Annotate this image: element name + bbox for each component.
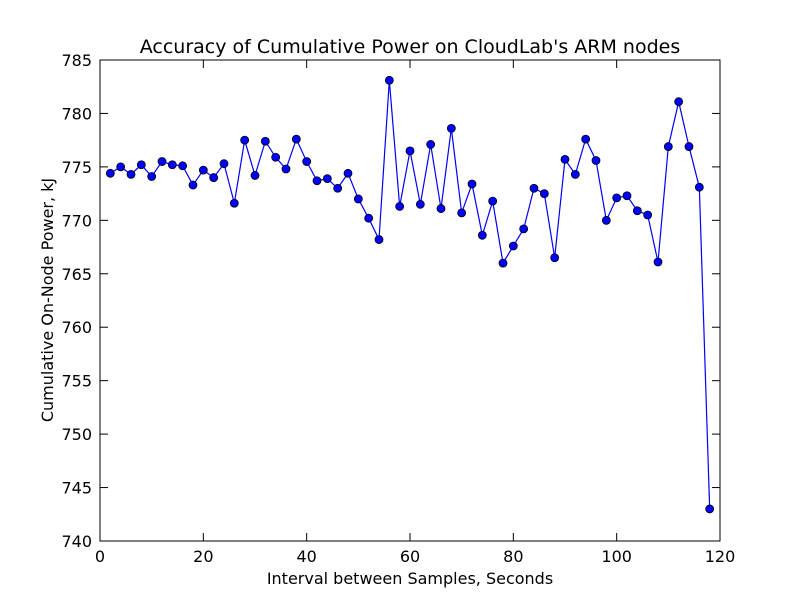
data-point — [467, 179, 477, 189]
chart-title: Accuracy of Cumulative Power on CloudLab… — [140, 36, 680, 58]
y-tick-label: 760 — [61, 318, 92, 337]
y-axis-label: Cumulative On-Node Power, kJ — [38, 178, 57, 422]
x-tick-label: 60 — [400, 547, 420, 566]
data-point — [105, 168, 115, 178]
data-point — [581, 134, 591, 144]
x-tick-label: 40 — [296, 547, 316, 566]
x-tick-label: 120 — [705, 547, 736, 566]
data-point — [591, 156, 601, 165]
x-tick-label: 20 — [193, 547, 213, 566]
data-point — [498, 258, 508, 268]
data-point — [157, 157, 167, 166]
data-point — [322, 174, 332, 184]
data-point — [570, 169, 580, 179]
data-point — [519, 224, 529, 234]
data-point — [116, 162, 126, 172]
data-point — [281, 164, 291, 174]
data-point — [446, 124, 456, 133]
data-point — [395, 202, 405, 211]
y-axis-ticks: 740 745 750 755 760 765 770 775 780 785 — [61, 51, 720, 551]
x-axis-label: Interval between Samples, Seconds — [267, 569, 553, 588]
data-point — [240, 135, 250, 145]
data-point — [457, 208, 467, 218]
data-point — [147, 172, 157, 181]
data-point — [178, 161, 188, 171]
data-point — [312, 176, 322, 186]
data-point — [622, 191, 632, 201]
data-point — [229, 198, 239, 208]
data-point — [126, 169, 136, 179]
data-point — [488, 196, 498, 206]
data-point — [684, 142, 694, 151]
data-point — [508, 241, 518, 251]
data-point — [529, 183, 539, 193]
data-point — [384, 75, 394, 85]
y-tick-label: 755 — [61, 372, 92, 391]
data-point — [198, 165, 208, 175]
data-point — [343, 168, 353, 178]
data-point — [705, 504, 715, 514]
data-point — [632, 206, 642, 216]
x-axis-ticks: 0 20 40 60 80 100 120 — [95, 60, 735, 566]
data-point — [302, 157, 312, 166]
plot-frame — [99, 59, 721, 542]
data-point — [674, 97, 684, 107]
data-point — [374, 235, 384, 244]
data-point — [426, 140, 436, 149]
y-tick-label: 745 — [61, 479, 92, 498]
data-point — [271, 152, 281, 162]
data-point — [364, 213, 374, 223]
data-point — [291, 134, 301, 144]
data-point — [136, 160, 146, 170]
data-point — [250, 171, 260, 180]
data-point — [694, 182, 704, 192]
data-point — [601, 215, 611, 225]
data-point — [333, 183, 343, 193]
data-point — [643, 210, 653, 220]
data-point — [663, 142, 673, 151]
y-tick-label: 780 — [61, 104, 92, 123]
y-tick-label: 770 — [61, 211, 92, 230]
y-tick-label: 740 — [61, 532, 92, 551]
data-point — [539, 189, 549, 199]
data-point — [353, 194, 363, 204]
data-point — [260, 136, 270, 146]
data-point — [653, 257, 663, 267]
y-tick-label: 750 — [61, 425, 92, 444]
x-tick-label: 80 — [503, 547, 523, 566]
data-point — [477, 230, 487, 240]
x-tick-label: 100 — [601, 547, 632, 566]
plot-marks — [105, 75, 715, 514]
data-point — [550, 253, 560, 263]
y-tick-label: 765 — [61, 265, 92, 284]
data-point — [436, 204, 446, 213]
data-point — [188, 180, 198, 190]
data-point — [167, 160, 177, 170]
data-point — [560, 155, 570, 164]
data-point — [612, 193, 622, 203]
data-point — [405, 146, 415, 156]
data-point — [209, 173, 219, 182]
data-point — [415, 199, 425, 209]
x-tick-label: 0 — [95, 547, 105, 566]
y-tick-label: 785 — [61, 51, 92, 70]
series-line — [110, 80, 711, 509]
data-point — [219, 159, 229, 169]
y-tick-label: 775 — [61, 158, 92, 177]
